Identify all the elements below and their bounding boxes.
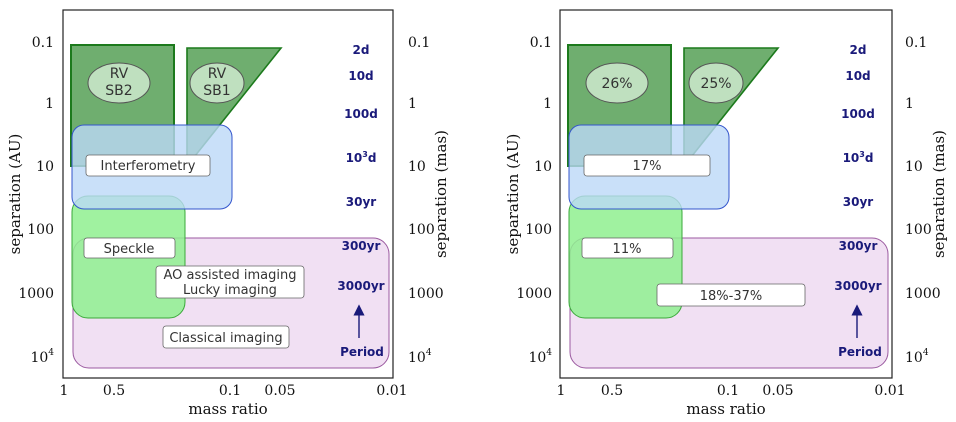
svg-text:1: 1 bbox=[557, 383, 566, 399]
left-rv-sb2-line1: RV bbox=[110, 66, 129, 82]
left-classical-box bbox=[162, 325, 290, 349]
svg-text:1: 1 bbox=[60, 383, 69, 399]
svg-text:0.1: 0.1 bbox=[408, 35, 430, 51]
svg-text:1000: 1000 bbox=[408, 286, 444, 302]
left-rv-sb2-oval bbox=[87, 62, 151, 104]
left-panel: RV SB2 RV SB1 Interferometry Speckle AO … bbox=[6, 9, 450, 418]
svg-text:1000: 1000 bbox=[18, 286, 54, 302]
svg-text:0.5: 0.5 bbox=[103, 383, 125, 399]
left-classical-label: Classical imaging bbox=[169, 331, 282, 346]
svg-text:10: 10 bbox=[36, 159, 54, 175]
left-y2-axis-label: separation (mas) bbox=[432, 130, 450, 258]
right-imaging-label: 18%-37% bbox=[700, 289, 762, 304]
right-period-30yr: 30yr bbox=[843, 195, 874, 209]
svg-text:104: 104 bbox=[30, 348, 54, 366]
left-rv-sb2-line2: SB2 bbox=[105, 83, 132, 99]
svg-text:0.1: 0.1 bbox=[905, 35, 927, 51]
left-period-title: Period bbox=[340, 345, 384, 359]
left-period-100d: 100d bbox=[344, 107, 378, 121]
left-period-1000d: 103d bbox=[346, 150, 377, 165]
right-x-ticks: 1 0.5 0.1 0.05 0.01 bbox=[557, 383, 906, 399]
left-rv-sb1-line1: RV bbox=[208, 66, 227, 82]
svg-text:0.1: 0.1 bbox=[32, 35, 54, 51]
right-period-2d: 2d bbox=[850, 43, 867, 57]
svg-text:100: 100 bbox=[525, 222, 552, 238]
right-period-10d: 10d bbox=[845, 69, 870, 83]
left-y-axis-label: separation (AU) bbox=[6, 134, 24, 255]
left-y-right-ticks: 0.1 1 10 100 1000 104 bbox=[408, 35, 444, 366]
svg-text:0.05: 0.05 bbox=[762, 383, 793, 399]
svg-text:1: 1 bbox=[408, 96, 417, 112]
left-y-left-ticks: 0.1 1 10 100 1000 104 bbox=[18, 35, 54, 366]
right-rv-sb2-oval bbox=[585, 62, 649, 104]
right-imaging-box bbox=[656, 283, 806, 307]
svg-text:10: 10 bbox=[408, 159, 426, 175]
left-period-30yr: 30yr bbox=[346, 195, 377, 209]
svg-text:1000: 1000 bbox=[516, 286, 552, 302]
svg-text:0.5: 0.5 bbox=[601, 383, 623, 399]
right-rv-sb1-label: 25% bbox=[700, 76, 731, 92]
right-y-axis-label: separation (AU) bbox=[504, 134, 522, 255]
svg-text:0.01: 0.01 bbox=[874, 383, 905, 399]
left-period-2d: 2d bbox=[353, 43, 370, 57]
right-period-1000d: 103d bbox=[843, 150, 874, 165]
right-period-100d: 100d bbox=[841, 107, 875, 121]
right-y2-axis-label: separation (mas) bbox=[930, 130, 948, 258]
left-ao-box bbox=[155, 265, 305, 299]
left-period-3000yr: 3000yr bbox=[337, 279, 384, 293]
svg-text:0.05: 0.05 bbox=[264, 383, 295, 399]
right-interferometry-box bbox=[583, 154, 711, 177]
left-speckle-label: Speckle bbox=[104, 242, 155, 257]
right-y-left-ticks: 0.1 1 10 100 1000 104 bbox=[516, 35, 552, 366]
svg-text:10: 10 bbox=[905, 159, 923, 175]
right-period-3000yr: 3000yr bbox=[834, 279, 881, 293]
left-period-10d: 10d bbox=[348, 69, 373, 83]
svg-text:1: 1 bbox=[905, 96, 914, 112]
svg-text:1: 1 bbox=[543, 96, 552, 112]
svg-text:100: 100 bbox=[27, 222, 54, 238]
right-panel: 26% 25% 17% 11% 18%-37% 2d 10d 100d 103d… bbox=[504, 9, 948, 418]
right-rv-sb1-oval bbox=[688, 62, 744, 104]
svg-text:1000: 1000 bbox=[905, 286, 941, 302]
left-rv-sb1-oval bbox=[189, 62, 245, 104]
right-rv-sb2-label: 26% bbox=[601, 76, 632, 92]
right-speckle-box bbox=[581, 237, 674, 259]
left-period-300yr: 300yr bbox=[342, 239, 381, 253]
right-speckle-label: 11% bbox=[613, 242, 642, 257]
right-period-title: Period bbox=[838, 345, 882, 359]
svg-text:1: 1 bbox=[45, 96, 54, 112]
left-interferometry-label: Interferometry bbox=[101, 159, 196, 174]
svg-text:104: 104 bbox=[408, 348, 432, 366]
left-x-ticks: 1 0.5 0.1 0.05 0.01 bbox=[60, 383, 408, 399]
svg-text:100: 100 bbox=[905, 222, 932, 238]
left-rv-sb1-line2: SB1 bbox=[203, 83, 230, 99]
right-period-300yr: 300yr bbox=[839, 239, 878, 253]
svg-text:0.1: 0.1 bbox=[530, 35, 552, 51]
right-interferometry-label: 17% bbox=[633, 159, 662, 174]
left-speckle-box bbox=[83, 237, 176, 259]
svg-text:0.01: 0.01 bbox=[376, 383, 407, 399]
svg-text:10: 10 bbox=[534, 159, 552, 175]
left-interferometry-box bbox=[85, 154, 211, 177]
svg-text:104: 104 bbox=[905, 348, 929, 366]
left-ao-line2: Lucky imaging bbox=[183, 283, 277, 298]
right-x-axis-label: mass ratio bbox=[686, 400, 765, 418]
svg-text:0.1: 0.1 bbox=[717, 383, 739, 399]
svg-text:0.1: 0.1 bbox=[219, 383, 241, 399]
left-x-axis-label: mass ratio bbox=[188, 400, 267, 418]
left-ao-line1: AO assisted imaging bbox=[163, 268, 296, 283]
right-y-right-ticks: 0.1 1 10 100 1000 104 bbox=[905, 35, 941, 366]
svg-text:104: 104 bbox=[528, 348, 552, 366]
svg-text:100: 100 bbox=[408, 222, 435, 238]
